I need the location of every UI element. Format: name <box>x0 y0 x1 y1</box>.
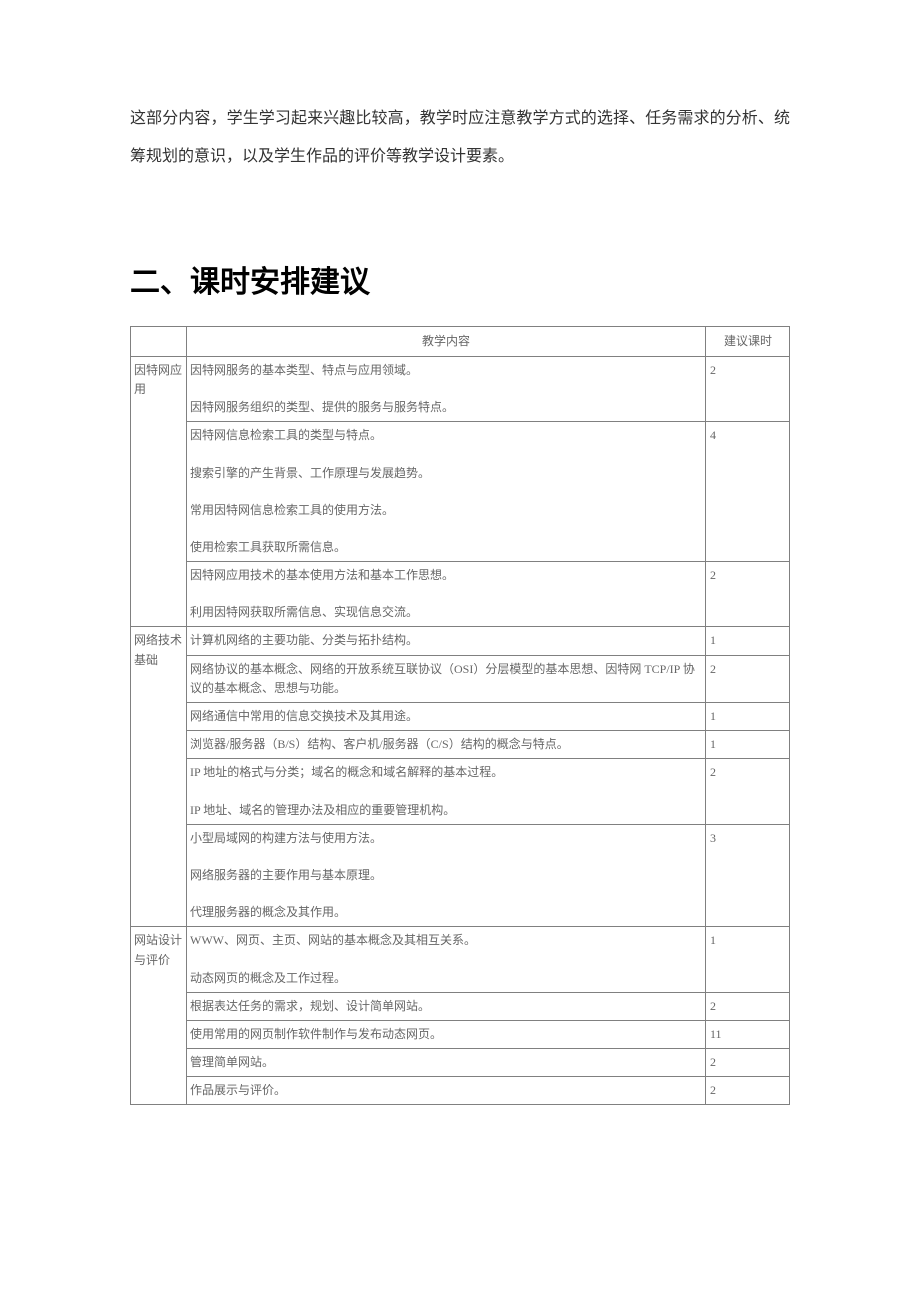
content-line: 因特网应用技术的基本使用方法和基本工作思想。 <box>190 566 702 585</box>
hours-cell: 1 <box>706 927 790 992</box>
hours-cell: 11 <box>706 1020 790 1048</box>
hours-cell: 2 <box>706 1049 790 1077</box>
table-row: 因特网信息检索工具的类型与特点。 搜索引擎的产生背景、工作原理与发展趋势。 常用… <box>131 422 790 562</box>
schedule-table: 教学内容 建议课时 因特网应用 因特网服务的基本类型、特点与应用领域。 因特网服… <box>130 326 790 1106</box>
table-row: 因特网应用技术的基本使用方法和基本工作思想。 利用因特网获取所需信息、实现信息交… <box>131 562 790 627</box>
content-line: 搜索引擎的产生背景、工作原理与发展趋势。 <box>190 464 702 483</box>
hours-cell: 4 <box>706 422 790 562</box>
header-category <box>131 326 187 356</box>
content-cell: 因特网服务的基本类型、特点与应用领域。 因特网服务组织的类型、提供的服务与服务特… <box>187 356 706 421</box>
table-row: 因特网应用 因特网服务的基本类型、特点与应用领域。 因特网服务组织的类型、提供的… <box>131 356 790 421</box>
content-line: 利用因特网获取所需信息、实现信息交流。 <box>190 603 702 622</box>
content-cell: 网络协议的基本概念、网络的开放系统互联协议（OSI）分层模型的基本思想、因特网 … <box>187 655 706 702</box>
hours-cell: 1 <box>706 731 790 759</box>
table-row: 网络技术基础 计算机网络的主要功能、分类与拓扑结构。 1 <box>131 627 790 655</box>
content-line: 因特网信息检索工具的类型与特点。 <box>190 426 702 445</box>
hours-cell: 2 <box>706 562 790 627</box>
content-line: 因特网服务的基本类型、特点与应用领域。 <box>190 361 702 380</box>
content-line: 常用因特网信息检索工具的使用方法。 <box>190 501 702 520</box>
hours-cell: 2 <box>706 655 790 702</box>
content-line: 代理服务器的概念及其作用。 <box>190 903 702 922</box>
content-cell: 使用常用的网页制作软件制作与发布动态网页。 <box>187 1020 706 1048</box>
content-cell: 计算机网络的主要功能、分类与拓扑结构。 <box>187 627 706 655</box>
content-line: WWW、网页、主页、网站的基本概念及其相互关系。 <box>190 931 702 950</box>
category-cell: 网络技术基础 <box>131 627 187 927</box>
content-line: 使用检索工具获取所需信息。 <box>190 538 702 557</box>
hours-cell: 2 <box>706 1077 790 1105</box>
table-row: 根据表达任务的需求，规划、设计简单网站。 2 <box>131 992 790 1020</box>
content-cell: 小型局域网的构建方法与使用方法。 网络服务器的主要作用与基本原理。 代理服务器的… <box>187 824 706 927</box>
content-cell: 管理简单网站。 <box>187 1049 706 1077</box>
header-hours: 建议课时 <box>706 326 790 356</box>
table-row: 网络协议的基本概念、网络的开放系统互联协议（OSI）分层模型的基本思想、因特网 … <box>131 655 790 702</box>
table-header-row: 教学内容 建议课时 <box>131 326 790 356</box>
section-title: 二、课时安排建议 <box>130 257 790 301</box>
table-row: 网站设计与评价 WWW、网页、主页、网站的基本概念及其相互关系。 动态网页的概念… <box>131 927 790 992</box>
table-row: 管理简单网站。 2 <box>131 1049 790 1077</box>
content-line: IP 地址的格式与分类；域名的概念和域名解释的基本过程。 <box>190 763 702 782</box>
content-line: 网络服务器的主要作用与基本原理。 <box>190 866 702 885</box>
hours-cell: 3 <box>706 824 790 927</box>
header-content: 教学内容 <box>187 326 706 356</box>
content-cell: 浏览器/服务器（B/S）结构、客户机/服务器（C/S）结构的概念与特点。 <box>187 731 706 759</box>
hours-cell: 2 <box>706 759 790 824</box>
hours-cell: 1 <box>706 627 790 655</box>
content-cell: 网络通信中常用的信息交换技术及其用途。 <box>187 703 706 731</box>
table-row: 小型局域网的构建方法与使用方法。 网络服务器的主要作用与基本原理。 代理服务器的… <box>131 824 790 927</box>
intro-paragraph: 这部分内容，学生学习起来兴趣比较高，教学时应注意教学方式的选择、任务需求的分析、… <box>130 100 790 177</box>
hours-cell: 1 <box>706 703 790 731</box>
hours-cell: 2 <box>706 356 790 421</box>
category-cell: 因特网应用 <box>131 356 187 627</box>
table-row: 作品展示与评价。 2 <box>131 1077 790 1105</box>
table-row: 使用常用的网页制作软件制作与发布动态网页。 11 <box>131 1020 790 1048</box>
table-row: 网络通信中常用的信息交换技术及其用途。 1 <box>131 703 790 731</box>
hours-cell: 2 <box>706 992 790 1020</box>
content-cell: WWW、网页、主页、网站的基本概念及其相互关系。 动态网页的概念及工作过程。 <box>187 927 706 992</box>
content-line: 因特网服务组织的类型、提供的服务与服务特点。 <box>190 398 702 417</box>
content-line: IP 地址、域名的管理办法及相应的重要管理机构。 <box>190 801 702 820</box>
content-cell: 作品展示与评价。 <box>187 1077 706 1105</box>
content-cell: 因特网信息检索工具的类型与特点。 搜索引擎的产生背景、工作原理与发展趋势。 常用… <box>187 422 706 562</box>
content-cell: 根据表达任务的需求，规划、设计简单网站。 <box>187 992 706 1020</box>
content-line: 小型局域网的构建方法与使用方法。 <box>190 829 702 848</box>
table-row: IP 地址的格式与分类；域名的概念和域名解释的基本过程。 IP 地址、域名的管理… <box>131 759 790 824</box>
content-cell: 因特网应用技术的基本使用方法和基本工作思想。 利用因特网获取所需信息、实现信息交… <box>187 562 706 627</box>
category-cell: 网站设计与评价 <box>131 927 187 1105</box>
table-row: 浏览器/服务器（B/S）结构、客户机/服务器（C/S）结构的概念与特点。 1 <box>131 731 790 759</box>
content-cell: IP 地址的格式与分类；域名的概念和域名解释的基本过程。 IP 地址、域名的管理… <box>187 759 706 824</box>
content-line: 动态网页的概念及工作过程。 <box>190 969 702 988</box>
